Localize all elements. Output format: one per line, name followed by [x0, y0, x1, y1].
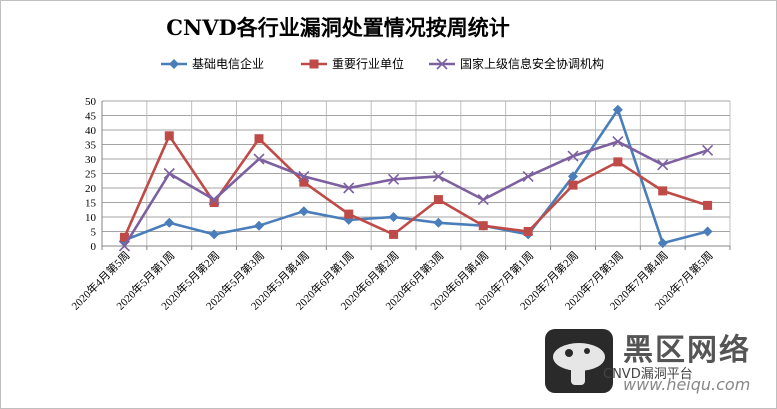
- legend-item: 基础电信企业: [161, 56, 264, 71]
- data-point: [343, 182, 355, 194]
- data-point: [568, 180, 578, 190]
- data-point: [433, 217, 444, 228]
- data-point: [657, 159, 669, 171]
- y-tick-labels: 0 5 10 15 20 25 30 35 40 45 50: [85, 96, 97, 253]
- y-tick-label: 25: [85, 169, 97, 181]
- legend-label: 基础电信企业: [192, 56, 264, 71]
- data-point: [119, 232, 129, 242]
- mushroom-logo-icon: [545, 329, 613, 393]
- data-point: [299, 177, 309, 187]
- data-point: [522, 170, 534, 182]
- data-point: [388, 173, 400, 185]
- data-point: [164, 217, 175, 228]
- watermark-title: 黑区网络: [623, 333, 751, 368]
- data-point: [253, 153, 265, 165]
- legend-label: 重要行业单位: [332, 56, 404, 71]
- y-tick-label: 5: [91, 227, 97, 239]
- data-point: [613, 157, 623, 167]
- data-point: [523, 227, 533, 236]
- data-point: [389, 229, 399, 239]
- data-point: [567, 150, 579, 162]
- data-point: [309, 59, 319, 69]
- data-point: [612, 104, 623, 115]
- data-point: [478, 221, 488, 231]
- data-point: [436, 58, 448, 70]
- y-tick-label: 35: [85, 140, 97, 152]
- data-point: [388, 212, 399, 222]
- data-point: [164, 131, 174, 141]
- data-point: [254, 220, 264, 231]
- chart-title: CNVD各行业漏洞处置情况按周统计: [166, 15, 509, 40]
- data-point: [208, 194, 220, 206]
- watermark-url: www.heiqu.com: [623, 375, 751, 394]
- data-point: [298, 206, 309, 217]
- series-3: [118, 136, 714, 252]
- data-point: [163, 167, 175, 180]
- series-line: [123, 108, 708, 245]
- data-point: [702, 144, 714, 156]
- data-point: [612, 136, 624, 148]
- legend-item: 国家上级信息安全协调机构: [429, 56, 604, 71]
- axes: [101, 101, 731, 250]
- y-tick-label: 30: [85, 154, 97, 166]
- watermark-subtitle: CNVD漏洞平台: [603, 367, 693, 382]
- series-group: [118, 104, 714, 252]
- legend: 基础电信企业 重要行业单位 国家上级信息安全协调机构: [161, 56, 604, 71]
- series-line: [123, 140, 708, 247]
- data-point: [477, 194, 489, 206]
- data-point: [169, 59, 179, 69]
- data-point: [298, 170, 310, 182]
- x-tick-labels: 2020年4月第5周2020年5月第1周2020年5月第2周2020年5月第3周…: [68, 248, 715, 312]
- y-tick-label: 45: [85, 111, 97, 123]
- y-tick-label: 0: [91, 241, 97, 253]
- legend-item: 重要行业单位: [301, 56, 404, 71]
- watermark: 黑区网络 CNVD漏洞平台 www.heiqu.com: [541, 323, 773, 405]
- y-tick-label: 10: [85, 212, 97, 224]
- data-point: [209, 229, 220, 240]
- data-point: [702, 226, 713, 237]
- data-point: [568, 171, 578, 182]
- data-point: [703, 200, 713, 210]
- data-point: [657, 238, 668, 249]
- data-point: [118, 240, 130, 252]
- data-point: [433, 195, 443, 205]
- y-tick-label: 20: [85, 183, 97, 195]
- data-point: [254, 134, 264, 144]
- data-point: [658, 186, 668, 196]
- y-tick-label: 15: [85, 198, 97, 210]
- y-tick-label: 40: [85, 125, 97, 137]
- data-point: [432, 170, 444, 182]
- data-point: [209, 198, 219, 207]
- legend-label: 国家上级信息安全协调机构: [460, 56, 604, 71]
- y-tick-label: 50: [85, 96, 97, 108]
- data-point: [344, 209, 354, 219]
